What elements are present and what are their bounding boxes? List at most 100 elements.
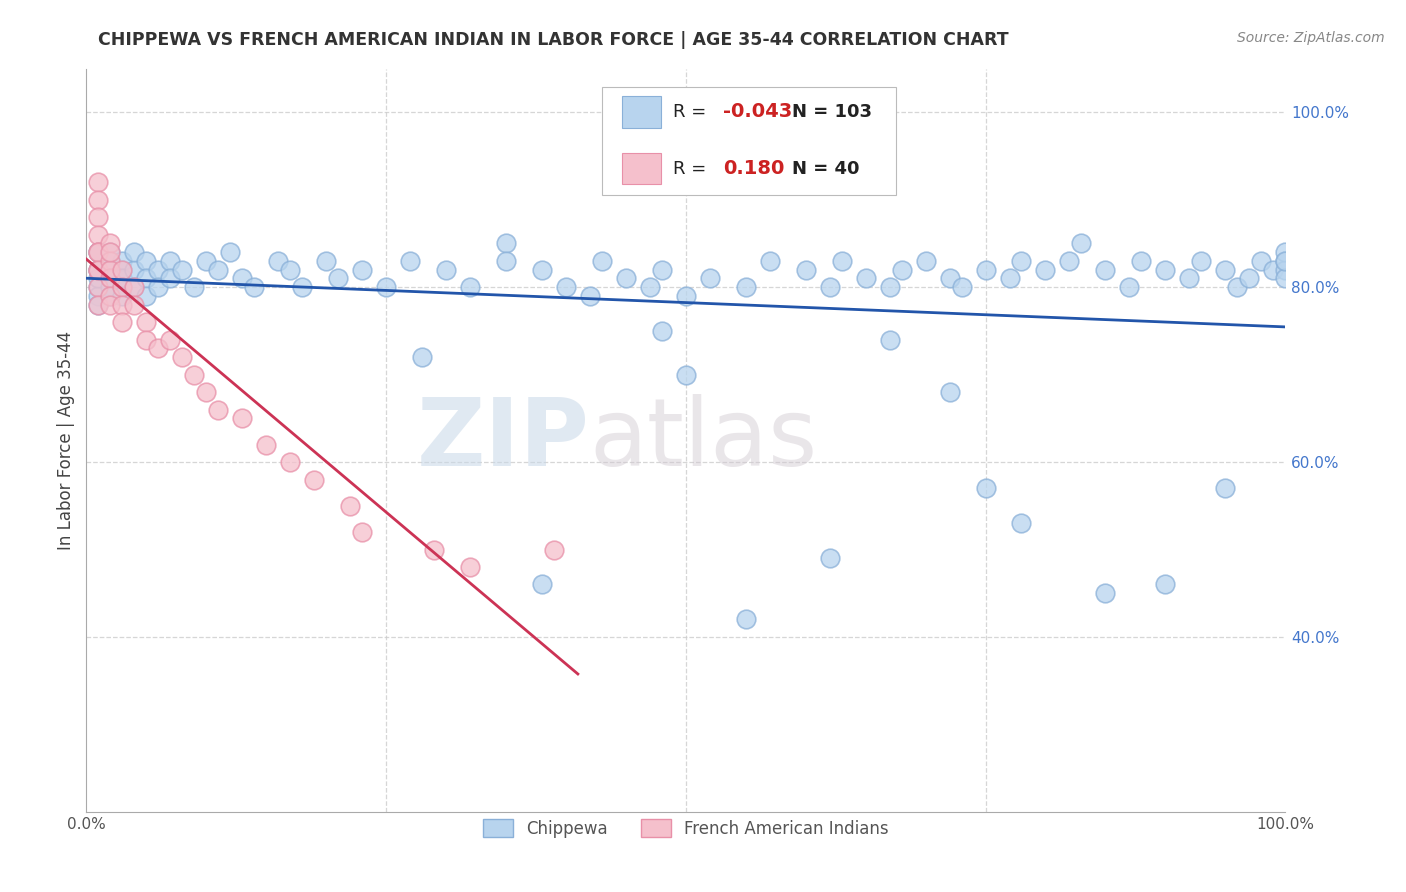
Point <box>159 254 181 268</box>
Text: 0.180: 0.180 <box>723 159 785 178</box>
Point <box>148 280 170 294</box>
Point <box>87 289 110 303</box>
Point <box>87 227 110 242</box>
Point <box>1274 254 1296 268</box>
Point <box>291 280 314 294</box>
Point <box>423 542 446 557</box>
Point <box>207 262 229 277</box>
Point <box>87 245 110 260</box>
Point <box>1059 254 1081 268</box>
Point <box>675 368 697 382</box>
Point <box>122 280 145 294</box>
Point <box>98 245 121 260</box>
Point <box>87 262 110 277</box>
Point <box>495 254 517 268</box>
Point <box>98 236 121 251</box>
Point <box>530 262 553 277</box>
Point <box>98 298 121 312</box>
Point <box>98 289 121 303</box>
Point <box>87 245 110 260</box>
Point <box>352 262 374 277</box>
Point <box>315 254 337 268</box>
Point <box>1213 481 1236 495</box>
Point <box>974 262 997 277</box>
Text: -0.043: -0.043 <box>723 103 792 121</box>
Point <box>87 262 110 277</box>
Point <box>339 499 361 513</box>
Point <box>375 280 398 294</box>
Point <box>195 385 218 400</box>
Point <box>458 280 481 294</box>
Point <box>195 254 218 268</box>
Point <box>651 324 673 338</box>
Point <box>122 298 145 312</box>
Point <box>818 280 841 294</box>
Point <box>938 271 960 285</box>
Point <box>111 262 134 277</box>
Point <box>122 280 145 294</box>
Point <box>1213 262 1236 277</box>
Point <box>1189 254 1212 268</box>
Point <box>98 271 121 285</box>
Point <box>111 289 134 303</box>
Point <box>135 271 157 285</box>
Point <box>148 342 170 356</box>
Y-axis label: In Labor Force | Age 35-44: In Labor Force | Age 35-44 <box>58 331 75 549</box>
Point <box>231 271 253 285</box>
Point <box>530 577 553 591</box>
Point <box>159 333 181 347</box>
Point <box>122 245 145 260</box>
Point <box>1274 245 1296 260</box>
Point <box>890 262 912 277</box>
Point <box>950 280 973 294</box>
Point <box>699 271 721 285</box>
Bar <box>623 153 661 185</box>
Point <box>87 262 110 277</box>
Point <box>326 271 349 285</box>
Point <box>1226 280 1249 294</box>
Bar <box>623 96 661 128</box>
Point <box>411 350 433 364</box>
Point <box>111 280 134 294</box>
Point <box>1070 236 1092 251</box>
Text: Source: ZipAtlas.com: Source: ZipAtlas.com <box>1237 31 1385 45</box>
Point <box>111 315 134 329</box>
FancyBboxPatch shape <box>602 87 896 194</box>
Point <box>1239 271 1261 285</box>
Point <box>98 254 121 268</box>
Point <box>207 402 229 417</box>
Point <box>111 298 134 312</box>
Point <box>675 289 697 303</box>
Point <box>243 280 266 294</box>
Point <box>1154 262 1177 277</box>
Point <box>1274 262 1296 277</box>
Point <box>591 254 613 268</box>
Point <box>495 236 517 251</box>
Text: R =: R = <box>672 160 706 178</box>
Point <box>135 289 157 303</box>
Point <box>855 271 877 285</box>
Point <box>638 280 661 294</box>
Point <box>122 262 145 277</box>
Point <box>974 481 997 495</box>
Point <box>98 289 121 303</box>
Point <box>651 262 673 277</box>
Text: R =: R = <box>672 103 711 121</box>
Point <box>135 315 157 329</box>
Point <box>1035 262 1057 277</box>
Point <box>172 350 194 364</box>
Point <box>938 385 960 400</box>
Point <box>614 271 637 285</box>
Point <box>1118 280 1140 294</box>
Point <box>1263 262 1285 277</box>
Legend: Chippewa, French American Indians: Chippewa, French American Indians <box>477 813 896 845</box>
Text: N = 103: N = 103 <box>793 103 873 121</box>
Point <box>87 245 110 260</box>
Point <box>231 411 253 425</box>
Point <box>1094 586 1116 600</box>
Point <box>302 473 325 487</box>
Point <box>148 262 170 277</box>
Point <box>98 280 121 294</box>
Point <box>135 254 157 268</box>
Point <box>1130 254 1153 268</box>
